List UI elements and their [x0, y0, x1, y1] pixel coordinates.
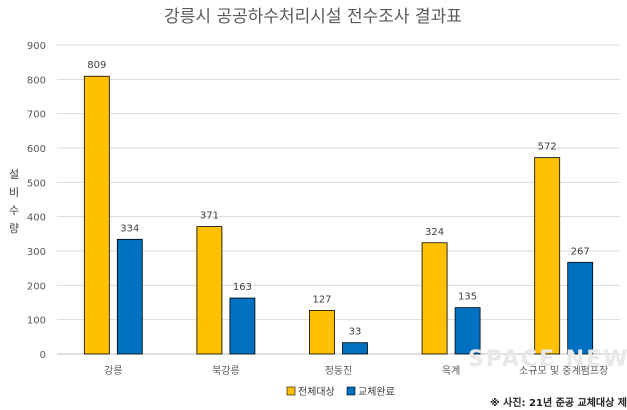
- data-label: 572: [538, 142, 557, 153]
- y-tick-label: 600: [27, 144, 46, 155]
- data-label: 135: [458, 292, 477, 303]
- y-tick-label: 500: [27, 178, 46, 189]
- data-label: 267: [571, 246, 590, 257]
- data-label: 371: [200, 211, 219, 222]
- data-label: 163: [233, 282, 252, 293]
- data-label: 334: [120, 223, 139, 234]
- y-tick-label: 0: [40, 350, 46, 361]
- data-label: 809: [87, 60, 106, 71]
- x-category-label: 북강릉: [212, 365, 240, 377]
- y-tick-label: 400: [27, 213, 46, 224]
- bar-replaced: [567, 261, 594, 355]
- watermark-text: SPACE NEWS: [468, 347, 627, 372]
- x-category-label: 옥계: [442, 365, 460, 377]
- x-category-label: 정동진: [325, 365, 353, 377]
- legend-label: 교체완료: [358, 386, 395, 398]
- y-axis-label-char: 비: [9, 186, 19, 199]
- watermark: SPACE NEWS: [468, 347, 627, 372]
- data-label: 33: [349, 327, 362, 338]
- y-tick-label: 300: [27, 247, 46, 258]
- bar-total: [309, 309, 335, 355]
- x-axis-categories: 강릉 북강릉 정동진 옥계 소규모 및 중계펌프장: [104, 365, 608, 377]
- photo-note: ※ 사진: 21년 준공 교체대상 제: [490, 396, 627, 409]
- x-category-label: 소규모 및 중계펌프장: [519, 365, 608, 377]
- bar-replaced: [342, 342, 368, 355]
- y-axis-label-char: 설: [9, 168, 19, 181]
- legend-swatch: [286, 386, 296, 396]
- y-tick-label: 100: [27, 316, 46, 327]
- x-category-label: 강릉: [104, 365, 122, 377]
- bars: [83, 75, 594, 355]
- legend-label: 전체대상: [298, 386, 335, 398]
- y-tick-label: 900: [27, 41, 46, 52]
- bar-total: [83, 75, 110, 355]
- y-tick-label: 700: [27, 110, 46, 121]
- y-tick-label: 200: [27, 281, 46, 292]
- chart-title: 강릉시 공공하수처리시설 전수조사 결과표: [164, 7, 462, 27]
- data-label: 324: [425, 227, 444, 238]
- data-label: 127: [312, 294, 331, 305]
- y-axis-label-char: 량: [9, 222, 19, 235]
- bar-total: [421, 242, 448, 355]
- bar-total: [534, 157, 561, 355]
- y-tick-label: 800: [27, 75, 46, 86]
- y-axis-ticks: 0 100 200 300 400 500 600 700 800 900: [27, 41, 46, 361]
- bar-replaced: [116, 238, 143, 355]
- bar-replaced: [454, 307, 481, 355]
- gridlines: [57, 44, 620, 355]
- y-axis-label-char: 수: [9, 204, 19, 217]
- legend: 전체대상 교체완료: [286, 386, 395, 398]
- bar-total: [196, 226, 223, 355]
- bar-replaced: [229, 297, 256, 355]
- data-labels: 809 334 371 163 127 33 324 135 572 267: [87, 60, 589, 337]
- legend-swatch: [346, 386, 356, 396]
